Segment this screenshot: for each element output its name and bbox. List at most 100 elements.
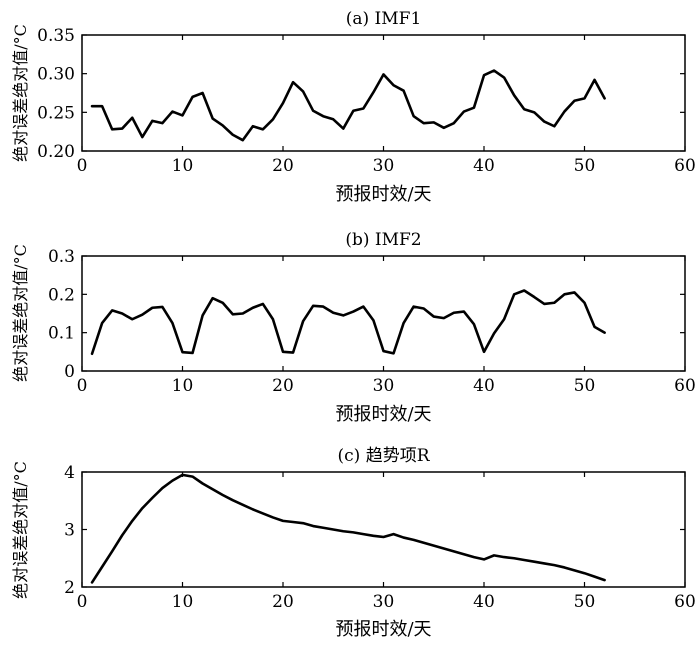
chart-title: (a) IMF1 (346, 9, 422, 29)
data-point (322, 306, 324, 308)
y-tick-label: 3 (64, 521, 75, 541)
data-point (91, 353, 93, 355)
y-tick-label: 0.30 (37, 65, 75, 85)
data-point (553, 125, 555, 127)
data-point (372, 319, 375, 321)
data-point (403, 90, 405, 92)
data-point (503, 76, 505, 79)
data-point (523, 108, 525, 110)
data-point (161, 306, 163, 308)
series-line-0 (90, 289, 606, 356)
y-axis-label: 绝对误差绝对值/°C (11, 24, 30, 162)
data-point (493, 554, 495, 556)
y-axis-label: 绝对误差绝对值/°C (11, 461, 30, 599)
data-point (493, 332, 495, 335)
data-point (252, 307, 254, 309)
x-tick-label: 30 (373, 592, 395, 612)
data-point (282, 520, 284, 522)
data-point (232, 313, 234, 315)
data-point (392, 84, 395, 86)
data-point (131, 318, 133, 320)
data-point (483, 74, 485, 76)
data-point (362, 107, 364, 110)
data-point (212, 297, 214, 299)
data-point (342, 314, 344, 317)
data-point (573, 569, 576, 571)
data-point (332, 118, 334, 120)
y-axis-label: 绝对误差绝对值/°C (11, 244, 30, 382)
data-point (423, 307, 425, 310)
data-point (352, 110, 354, 112)
data-point (513, 557, 515, 559)
data-point (302, 320, 304, 322)
data-point (382, 73, 385, 76)
data-point (543, 303, 545, 305)
data-point (191, 352, 194, 354)
chart-panel-2: 0 10 20 30 40 50 60 2 3 4 (c) 趋势项R 预报时效/天 绝对误差绝对值/°C (11, 446, 696, 640)
data-point (413, 539, 415, 541)
data-point (523, 289, 525, 292)
data-point (202, 314, 204, 317)
data-point (202, 482, 204, 485)
data-point (262, 128, 264, 130)
y-tick-label: 0.1 (48, 324, 75, 344)
data-point (403, 322, 405, 324)
data-point (141, 136, 143, 138)
data-point (392, 533, 395, 535)
data-point (121, 312, 123, 315)
data-point (593, 576, 596, 578)
x-tick-label: 40 (473, 592, 495, 612)
data-point (191, 476, 194, 478)
x-tick-label: 60 (674, 156, 696, 176)
data-point (372, 535, 375, 537)
data-point (141, 507, 143, 509)
data-point (242, 139, 244, 141)
data-point (101, 105, 103, 107)
chart-title: (b) IMF2 (345, 230, 421, 250)
data-point (413, 306, 415, 308)
data-point (604, 332, 606, 334)
data-point (292, 352, 294, 354)
data-point (604, 97, 606, 100)
data-point (171, 322, 174, 324)
data-point (141, 314, 143, 316)
data-point (362, 306, 364, 308)
data-point (543, 121, 545, 123)
data-point (342, 530, 344, 532)
data-point (483, 351, 485, 353)
data-point (443, 317, 445, 319)
data-point (463, 553, 465, 555)
y-tick-label: 0.25 (37, 103, 75, 123)
data-point (563, 293, 566, 295)
data-point (463, 110, 465, 113)
data-point (232, 499, 234, 501)
chart-panel-0: 0 10 20 30 40 50 60 0.20 0.25 0.30 0.35 (a) IMF1 预报时… (11, 9, 696, 205)
data-point (161, 122, 163, 124)
data-point (563, 110, 566, 113)
y-tick-label: 0.3 (48, 247, 75, 267)
data-point (111, 128, 113, 130)
y-tick-label: 0.20 (37, 142, 75, 162)
data-point (332, 528, 334, 531)
data-point (121, 534, 123, 536)
data-point (282, 351, 284, 353)
data-point (403, 536, 405, 539)
data-point (131, 520, 133, 522)
data-point (533, 111, 535, 113)
data-point (151, 497, 153, 499)
x-axis-label: 预报时效/天 (335, 184, 431, 205)
x-tick-label: 0 (77, 156, 88, 176)
x-tick-label: 60 (674, 376, 696, 396)
data-point (453, 550, 455, 552)
chart-panel-1: 0 10 20 30 40 50 60 0 0.1 0.2 0.3 (b) IMF2 预报时效/天 绝对误… (11, 230, 696, 425)
y-tick-label: 4 (64, 463, 75, 483)
data-point (593, 79, 596, 81)
data-point (392, 352, 395, 354)
data-point (553, 302, 555, 304)
data-point (101, 322, 103, 324)
x-tick-label: 50 (574, 592, 596, 612)
data-point (473, 323, 475, 325)
x-tick-label: 20 (272, 592, 294, 612)
data-point (272, 118, 274, 120)
